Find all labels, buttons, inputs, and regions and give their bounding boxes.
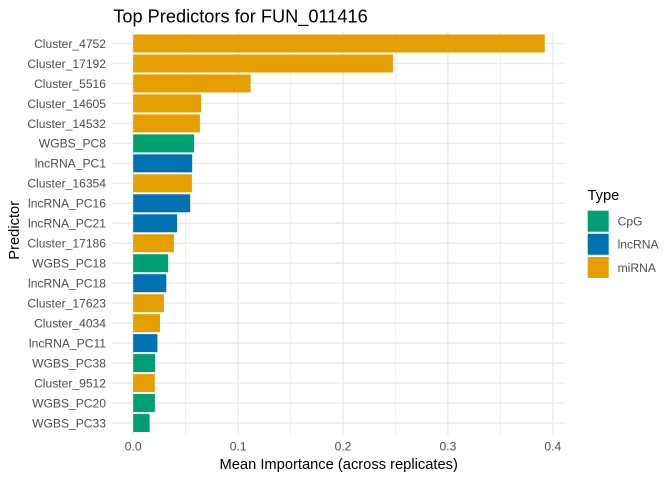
- svg-text:WGBS_PC38: WGBS_PC38: [32, 356, 106, 370]
- svg-text:lncRNA_PC11: lncRNA_PC11: [29, 336, 106, 350]
- svg-text:lncRNA: lncRNA: [618, 238, 660, 252]
- svg-text:0.2: 0.2: [335, 440, 352, 454]
- svg-text:lncRNA_PC21: lncRNA_PC21: [28, 217, 106, 231]
- svg-text:0.4: 0.4: [544, 440, 561, 454]
- svg-text:CpG: CpG: [618, 215, 643, 229]
- svg-text:Cluster_17192: Cluster_17192: [27, 57, 106, 71]
- svg-text:Cluster_14532: Cluster_14532: [27, 117, 106, 131]
- svg-text:Cluster_16354: Cluster_16354: [27, 177, 106, 191]
- svg-text:Top Predictors for FUN_011416: Top Predictors for FUN_011416: [113, 6, 367, 27]
- svg-text:0.0: 0.0: [125, 440, 142, 454]
- svg-text:lncRNA_PC18: lncRNA_PC18: [28, 277, 106, 291]
- svg-text:Cluster_4752: Cluster_4752: [34, 37, 106, 51]
- svg-text:Mean Importance (across replic: Mean Importance (across replicates): [220, 457, 458, 473]
- svg-text:Cluster_9512: Cluster_9512: [34, 376, 106, 390]
- svg-text:Type: Type: [588, 188, 620, 204]
- svg-text:WGBS_PC8: WGBS_PC8: [39, 137, 106, 151]
- svg-text:Predictor: Predictor: [7, 201, 23, 260]
- svg-text:Cluster_5516: Cluster_5516: [34, 77, 106, 91]
- svg-text:WGBS_PC33: WGBS_PC33: [32, 416, 106, 430]
- svg-text:lncRNA_PC1: lncRNA_PC1: [35, 157, 107, 171]
- svg-text:Cluster_14605: Cluster_14605: [27, 97, 106, 111]
- svg-text:lncRNA_PC16: lncRNA_PC16: [28, 197, 106, 211]
- svg-text:WGBS_PC20: WGBS_PC20: [32, 396, 106, 410]
- svg-text:0.3: 0.3: [439, 440, 456, 454]
- svg-text:Cluster_17186: Cluster_17186: [27, 237, 106, 251]
- svg-text:miRNA: miRNA: [618, 261, 657, 275]
- svg-text:WGBS_PC18: WGBS_PC18: [32, 257, 106, 271]
- svg-text:Cluster_17623: Cluster_17623: [27, 297, 106, 311]
- svg-text:0.1: 0.1: [230, 440, 247, 454]
- svg-text:Cluster_4034: Cluster_4034: [34, 317, 106, 331]
